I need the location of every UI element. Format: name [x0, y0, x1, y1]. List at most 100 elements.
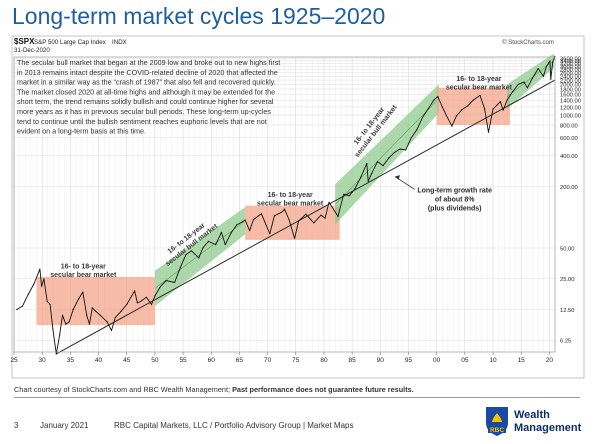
slide-title: Long-term market cycles 1925–2020 — [12, 3, 386, 29]
price-point — [526, 87, 529, 89]
price-point — [16, 308, 18, 311]
price-point — [422, 116, 424, 118]
price-point — [244, 219, 246, 221]
price-point — [376, 161, 379, 163]
price-point — [65, 323, 67, 325]
zone-bear-1 — [36, 277, 155, 326]
x-tick-label: 10 — [489, 357, 497, 364]
price-point — [552, 61, 554, 63]
chart-exchange: INDX — [112, 39, 127, 46]
credit-disclaimer: Past performance does not guarantee futu… — [232, 385, 414, 394]
price-point — [159, 285, 162, 288]
price-point — [506, 99, 508, 101]
x-tick-label: 55 — [179, 357, 187, 364]
zone-bear-3 — [245, 205, 340, 240]
commentary-line: short term, the trend remains solidly bu… — [17, 97, 274, 106]
zone-label-5: 16- to 18-year secular bear market — [446, 76, 513, 92]
price-point — [313, 222, 315, 224]
x-axis: 25 30 35 40 45 50 55 60 65 70 75 80 85 90 95 00 05 10 15 20 — [10, 352, 553, 364]
x-tick-label: 05 — [461, 357, 469, 364]
x-tick-label: 60 — [208, 357, 216, 364]
price-point — [260, 213, 262, 215]
price-point — [61, 314, 64, 316]
price-point — [472, 99, 474, 101]
plot-border — [13, 56, 556, 353]
trendline-label-line: of about 8% — [435, 196, 475, 203]
price-point — [33, 283, 35, 285]
price-point — [487, 131, 490, 133]
zone-label-line: 16- to 18-year — [268, 192, 313, 199]
chart-source: © StockCharts.com — [502, 39, 554, 46]
price-point — [39, 268, 41, 270]
price-point — [110, 329, 113, 332]
price-point — [27, 294, 29, 296]
x-tick-label: 00 — [433, 357, 441, 364]
price-point — [382, 165, 384, 167]
x-tick-label: 50 — [151, 357, 159, 364]
trendline-arrow-head — [394, 175, 400, 180]
grid-lines — [13, 57, 556, 352]
price-point — [134, 290, 136, 292]
x-tick-label: 80 — [320, 357, 328, 364]
x-tick-label: 20 — [546, 357, 554, 364]
x-tick-label: 75 — [292, 357, 300, 364]
x-tick-label: 35 — [67, 357, 75, 364]
trendline-label-line: (plus dividends) — [428, 205, 482, 212]
price-point — [461, 109, 463, 111]
price-point — [371, 172, 373, 174]
price-point — [202, 247, 204, 249]
price-point — [523, 81, 525, 83]
price-point — [230, 232, 232, 234]
price-point — [517, 83, 520, 85]
price-point — [46, 300, 48, 302]
price-point — [479, 94, 481, 96]
price-point — [367, 180, 369, 182]
price-point — [348, 195, 350, 197]
price-point — [437, 95, 439, 98]
price-point — [88, 323, 91, 325]
price-point — [78, 298, 80, 300]
price-point — [416, 129, 418, 131]
y-tick-label: 2000.00 — [560, 83, 581, 89]
price-point — [154, 295, 156, 297]
logo-line-wealth: Wealth — [514, 409, 550, 421]
price-point — [165, 280, 167, 282]
x-tick-label: 95 — [405, 357, 413, 364]
x-tick-label: 45 — [123, 357, 131, 364]
price-point — [366, 163, 368, 165]
price-point — [99, 314, 101, 316]
rbc-logo-text: RBC — [490, 427, 504, 434]
price-point — [249, 230, 251, 232]
price-point — [41, 285, 43, 288]
y-tick-label: 1200.00 — [560, 105, 581, 111]
x-tick-label: 40 — [95, 357, 103, 364]
y-tick-label: 3000.00 — [560, 65, 581, 71]
x-tick-label: 30 — [39, 357, 47, 364]
rbc-logo-icon: RBC — [486, 407, 508, 436]
commentary-line: market in a similar way as the “crash of… — [17, 78, 276, 87]
y-tick-label: 2600.00 — [560, 71, 581, 77]
y-tick-label: 2400.00 — [560, 75, 581, 81]
chart-credit: Chart courtesy of StockCharts.com and RB… — [14, 385, 414, 394]
commentary-line: The secular bull market that began at th… — [17, 58, 280, 67]
price-point — [360, 176, 362, 179]
price-point — [531, 77, 534, 79]
y-tick-label: 12.50 — [560, 308, 575, 314]
y-tick-label: 6.25 — [560, 339, 571, 345]
price-point — [59, 334, 61, 336]
price-point — [324, 217, 326, 219]
x-tick-label: 85 — [349, 357, 357, 364]
y-axis: 6.25 12.50 25.00 50.00 200.00 400.00 600.00 800… — [560, 57, 581, 345]
price-point — [207, 240, 209, 242]
credit-text: Chart courtesy of StockCharts.com and RB… — [14, 385, 233, 394]
y-tick-label: 1000.00 — [560, 113, 581, 119]
price-point — [252, 218, 255, 221]
price-point — [427, 108, 429, 110]
price-point — [537, 68, 539, 70]
price-point — [445, 114, 447, 116]
price-point — [106, 321, 108, 323]
price-point — [305, 213, 307, 215]
price-point — [283, 208, 286, 210]
price-point — [542, 75, 545, 77]
price-point — [281, 211, 283, 213]
